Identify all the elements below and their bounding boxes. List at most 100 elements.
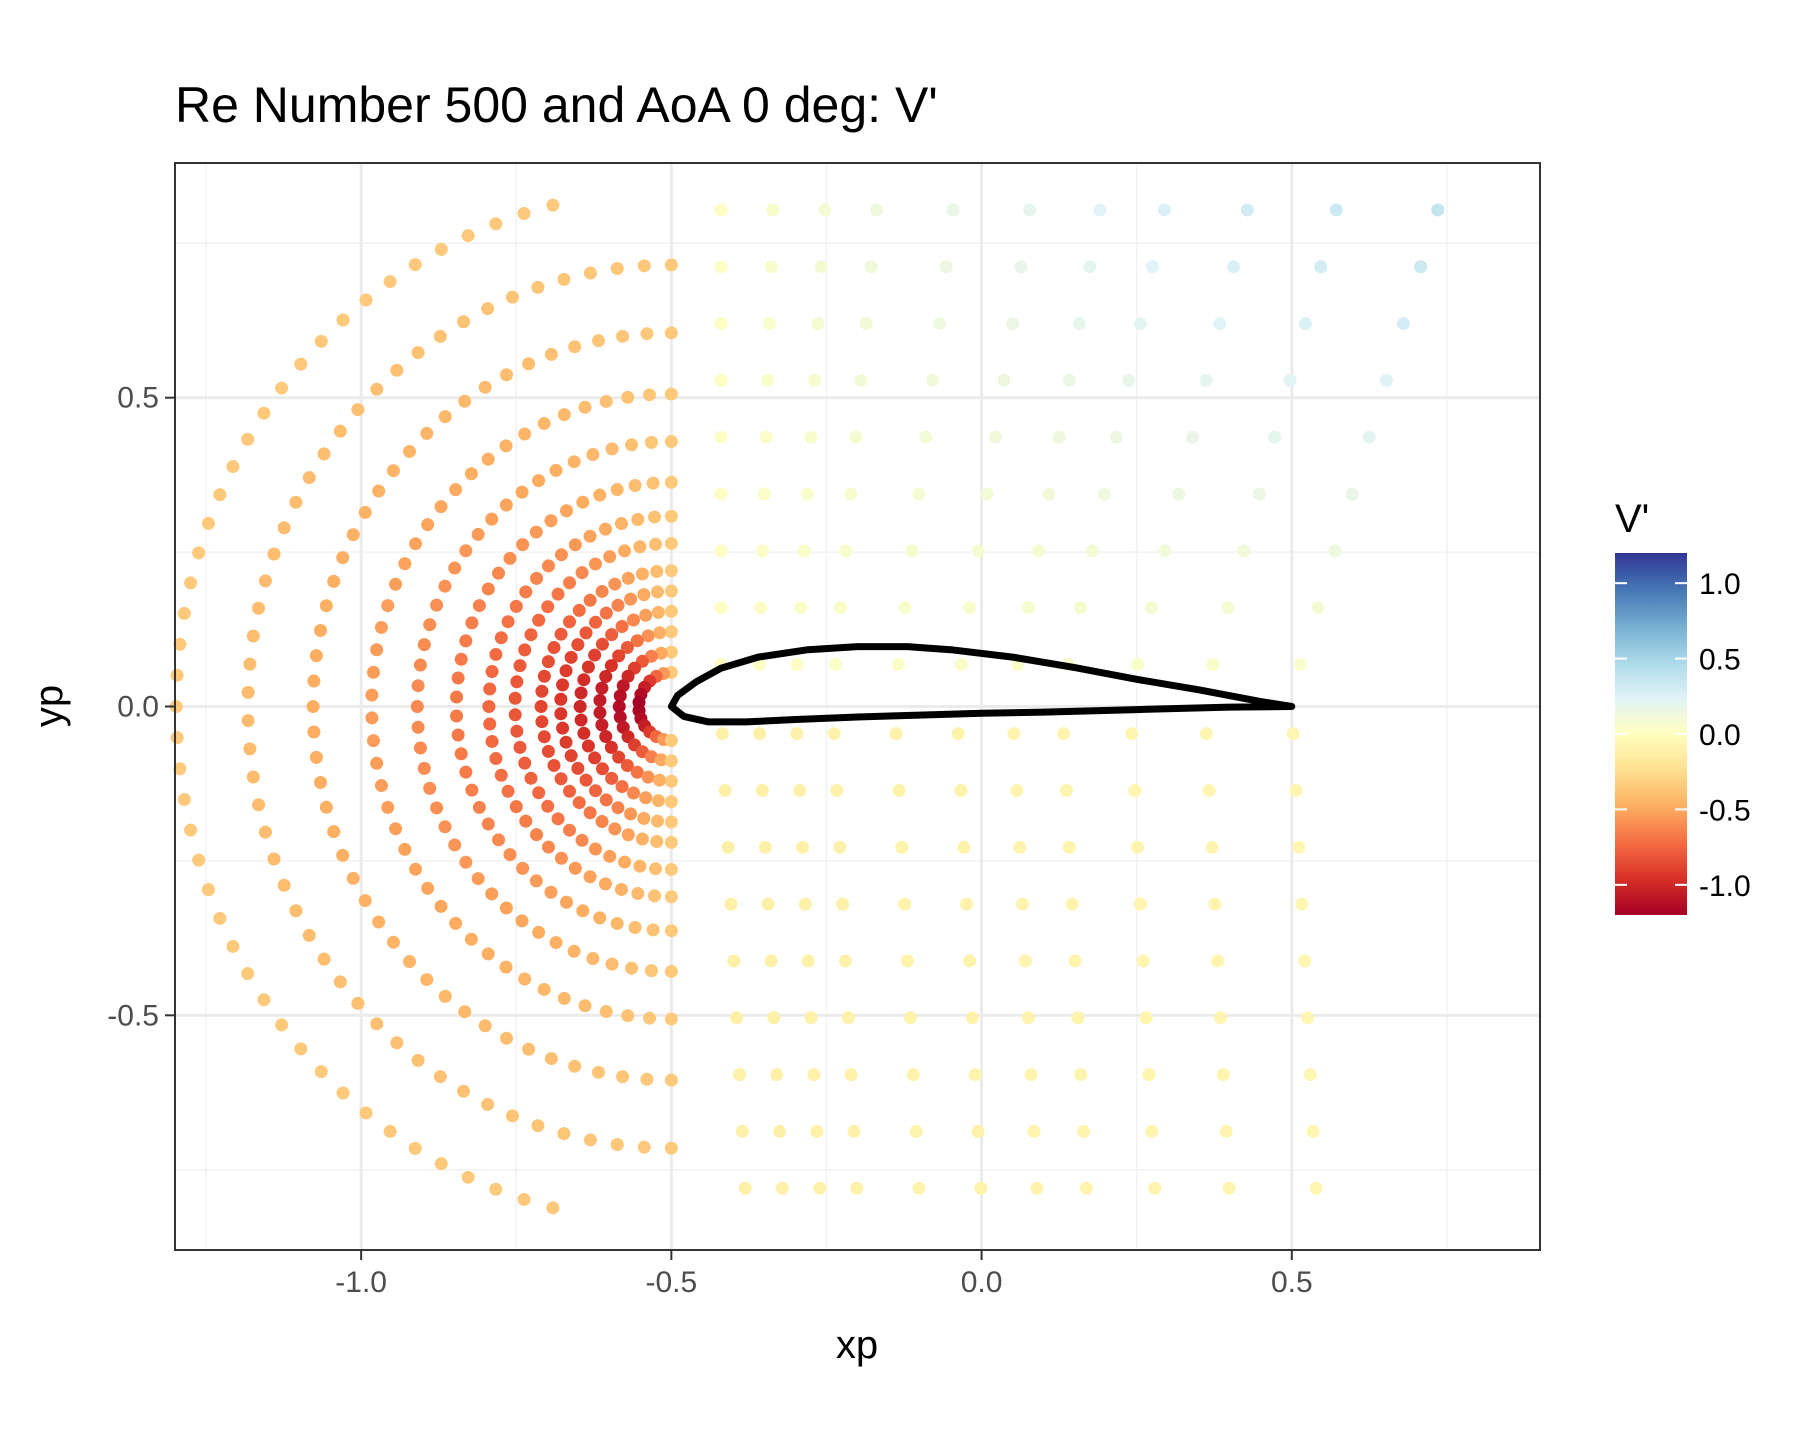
data-point: [420, 973, 434, 987]
data-point: [336, 1086, 350, 1100]
data-point: [411, 346, 425, 360]
data-point: [612, 700, 626, 713]
data-point: [762, 317, 776, 331]
data-point: [383, 1124, 397, 1138]
data-point: [811, 317, 825, 331]
y-tick-label: 0.0: [117, 691, 159, 724]
data-point: [508, 708, 522, 722]
data-point: [844, 1068, 858, 1082]
data-point: [818, 203, 832, 217]
data-point: [651, 794, 665, 808]
data-point: [610, 1137, 624, 1151]
data-point: [1059, 783, 1073, 797]
data-point: [309, 750, 323, 764]
data-point: [595, 762, 609, 776]
data-point: [614, 517, 628, 531]
data-point: [510, 724, 524, 738]
data-point: [494, 768, 508, 782]
data-point: [576, 495, 590, 509]
data-point: [1018, 954, 1032, 968]
data-point: [372, 915, 386, 929]
data-point: [450, 709, 464, 723]
data-point: [307, 674, 321, 688]
data-point: [905, 544, 919, 558]
x-axis: -1.0 -0.5 0.0 0.5: [335, 1250, 1313, 1299]
data-point: [372, 484, 386, 498]
data-point: [451, 671, 465, 685]
data-point: [793, 783, 807, 797]
data-point: [589, 615, 603, 629]
data-point: [226, 460, 240, 474]
data-point: [714, 373, 728, 387]
data-point: [610, 483, 624, 497]
data-point: [898, 897, 912, 911]
data-point: [420, 426, 434, 440]
data-point: [529, 525, 543, 539]
data-point: [801, 487, 815, 501]
data-point: [628, 479, 642, 493]
data-point: [402, 955, 416, 969]
data-point: [1062, 373, 1076, 387]
data-point: [277, 521, 291, 535]
data-point: [563, 823, 577, 837]
data-point: [413, 658, 427, 672]
data-point: [1289, 783, 1303, 797]
data-point: [1298, 317, 1312, 331]
data-point: [1216, 1068, 1230, 1082]
data-point: [1042, 487, 1056, 501]
data-point: [578, 999, 592, 1013]
data-point: [869, 203, 883, 217]
data-point: [932, 317, 946, 331]
data-point: [1144, 601, 1158, 615]
data-point: [359, 1106, 373, 1120]
data-point: [1131, 840, 1145, 854]
data-point: [489, 1182, 503, 1196]
data-point: [1057, 727, 1071, 741]
data-point: [471, 527, 485, 541]
data-point: [1016, 897, 1030, 911]
data-point: [664, 815, 678, 829]
data-point: [381, 599, 395, 613]
data-point: [213, 488, 227, 502]
data-point: [500, 368, 514, 382]
data-point: [169, 700, 183, 713]
data-point: [541, 600, 555, 614]
data-point: [836, 897, 850, 911]
data-point: [430, 598, 444, 612]
data-point: [847, 1124, 861, 1138]
data-point: [184, 576, 198, 590]
data-point: [579, 773, 593, 787]
data-point: [593, 706, 607, 720]
data-point: [1077, 1124, 1091, 1138]
data-point: [1199, 727, 1213, 741]
data-point: [421, 881, 435, 895]
data-point: [1213, 317, 1227, 331]
data-point: [557, 991, 571, 1005]
data-point: [457, 315, 471, 329]
data-point: [939, 260, 953, 274]
data-point: [732, 1068, 746, 1082]
data-point: [544, 885, 558, 899]
data-point: [351, 996, 365, 1010]
data-point: [492, 566, 506, 580]
data-point: [599, 606, 613, 620]
data-point: [1145, 1124, 1159, 1138]
data-point: [494, 631, 508, 645]
data-point: [398, 557, 412, 571]
data-point: [630, 634, 644, 648]
data-point: [1139, 1011, 1153, 1025]
data-point: [434, 500, 448, 514]
data-point: [451, 728, 465, 742]
data-point: [1222, 1181, 1236, 1195]
data-point: [637, 811, 651, 825]
data-point: [1157, 203, 1171, 217]
x-axis-title: xp: [836, 1323, 878, 1367]
data-point: [633, 540, 647, 554]
data-point: [664, 733, 678, 747]
data-point: [604, 659, 618, 673]
data-point: [1237, 544, 1251, 558]
data-point: [839, 544, 853, 558]
data-point: [635, 567, 649, 581]
data-point: [624, 807, 638, 821]
data-point: [644, 435, 658, 449]
